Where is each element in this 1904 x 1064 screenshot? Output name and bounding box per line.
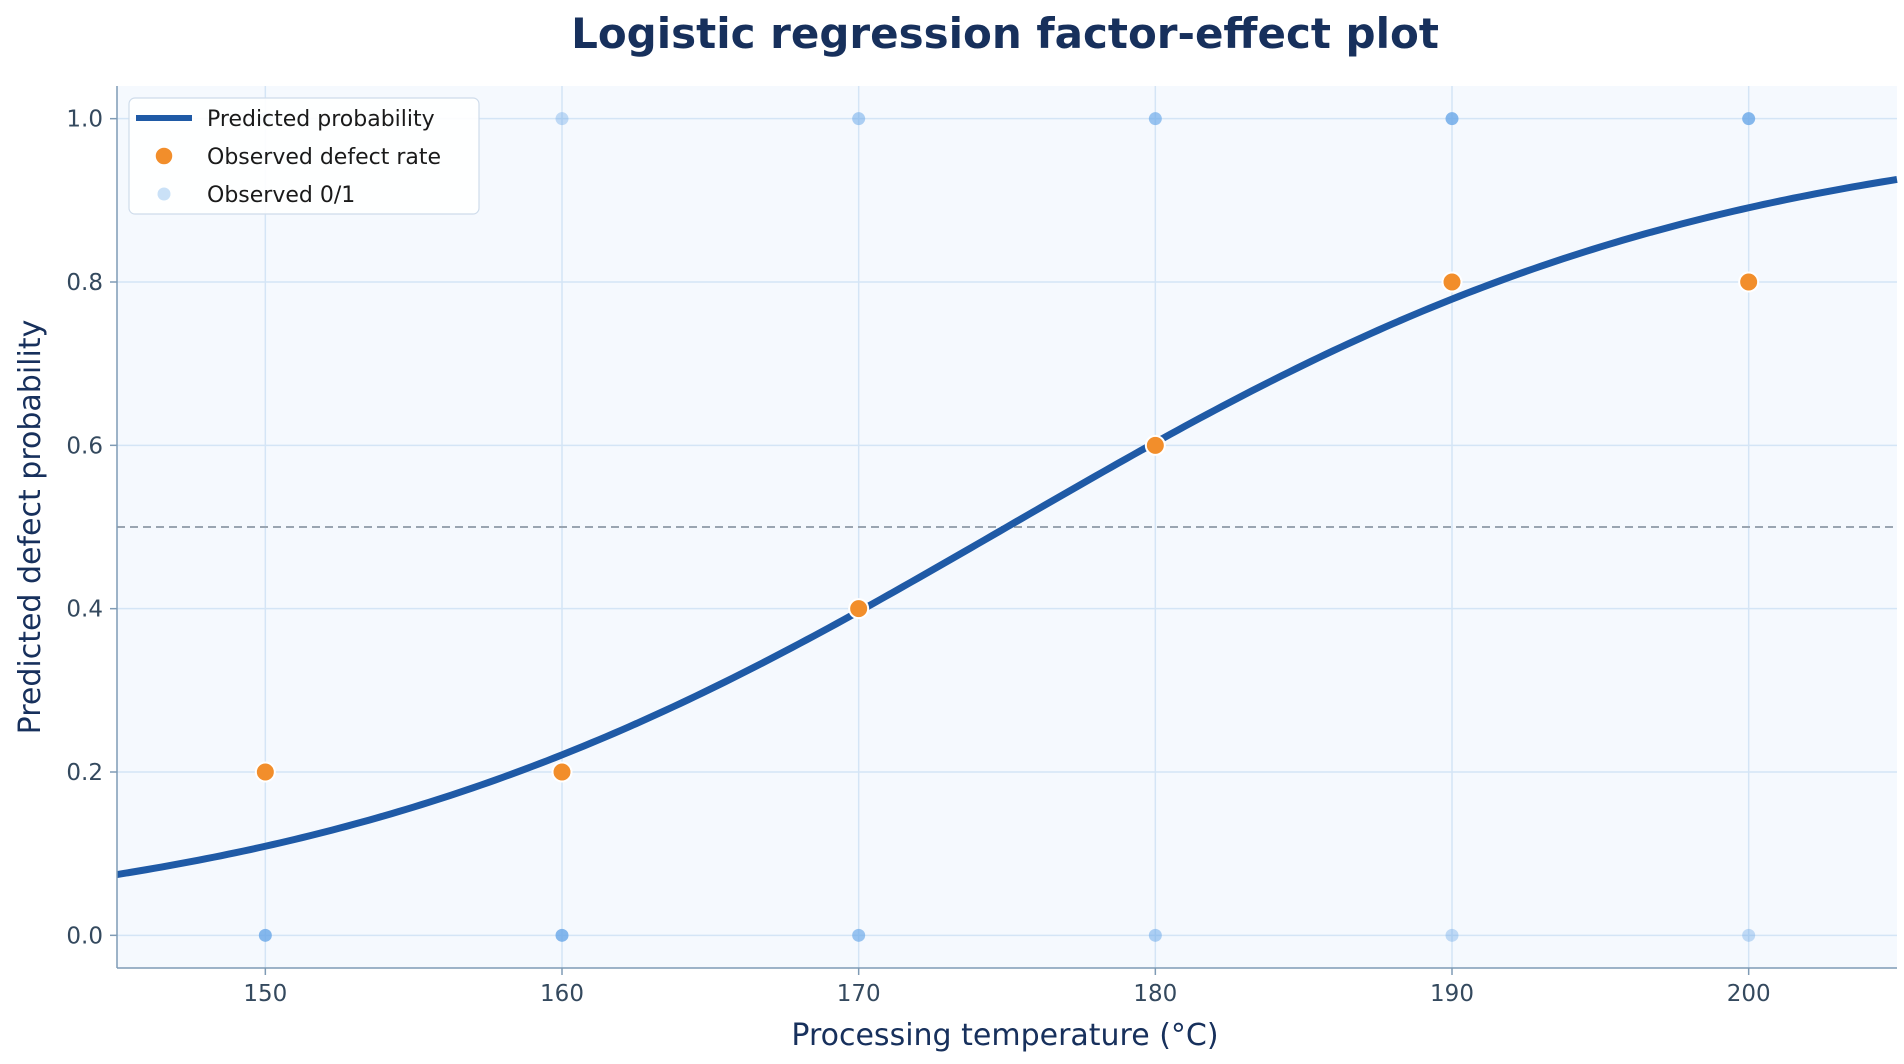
y-tick-label: 0.8 — [66, 270, 103, 296]
x-tick-label: 170 — [837, 981, 881, 1007]
legend-box — [128, 97, 480, 215]
predicted-probability-line — [116, 176, 1898, 878]
x-tick-label: 160 — [540, 981, 584, 1007]
observed-binary-point — [1445, 112, 1459, 126]
observed-binary-point — [1148, 112, 1162, 126]
observed-binary-point — [258, 928, 272, 942]
y-tick-label: 1.0 — [66, 107, 103, 133]
legend-marker-observed-binary — [157, 187, 171, 201]
observed-binary-point — [852, 928, 866, 942]
y-tick-label: 0.2 — [66, 760, 103, 786]
observed-rate-point — [1738, 271, 1760, 293]
observed-rate-point — [1144, 434, 1166, 456]
tick-layer: 150 160 170 180 190 200 0.0 0.2 0.4 0.6 0.8 1.0 — [66, 107, 1770, 1007]
legend-label-observed-rate: Observed defect rate — [207, 145, 441, 170]
observed-rate-point — [848, 598, 870, 620]
observed-binary-point — [852, 112, 866, 126]
x-tick-label: 180 — [1133, 981, 1177, 1007]
x-axis-label: Processing temperature (°C) — [791, 1018, 1218, 1053]
y-tick-label: 0.4 — [66, 597, 103, 623]
observed-binary-point — [555, 112, 569, 126]
observed-rate-point — [551, 761, 573, 783]
observed-binary-point — [1742, 112, 1756, 126]
observed-binary-point — [1445, 928, 1459, 942]
observed-binary-point — [1742, 928, 1756, 942]
y-tick-label: 0.6 — [66, 433, 103, 459]
chart-title: Logistic regression factor-effect plot — [571, 9, 1439, 58]
y-tick-label: 0.0 — [66, 923, 103, 949]
x-tick-label: 200 — [1727, 981, 1771, 1007]
legend-label-observed-binary: Observed 0/1 — [207, 183, 355, 208]
observed-binary-point — [555, 928, 569, 942]
observed-rate-point — [254, 761, 276, 783]
legend-marker-observed-rate — [154, 146, 174, 166]
x-tick-label: 190 — [1430, 981, 1474, 1007]
observed-rate-point — [1441, 271, 1463, 293]
series-layer — [116, 112, 1898, 942]
x-tick-label: 150 — [243, 981, 287, 1007]
legend-label-predicted: Predicted probability — [207, 107, 435, 132]
observed-binary-point — [1148, 928, 1162, 942]
y-axis-label: Predicted defect probability — [13, 320, 48, 735]
legend: Predicted probability Observed defect ra… — [128, 97, 480, 215]
